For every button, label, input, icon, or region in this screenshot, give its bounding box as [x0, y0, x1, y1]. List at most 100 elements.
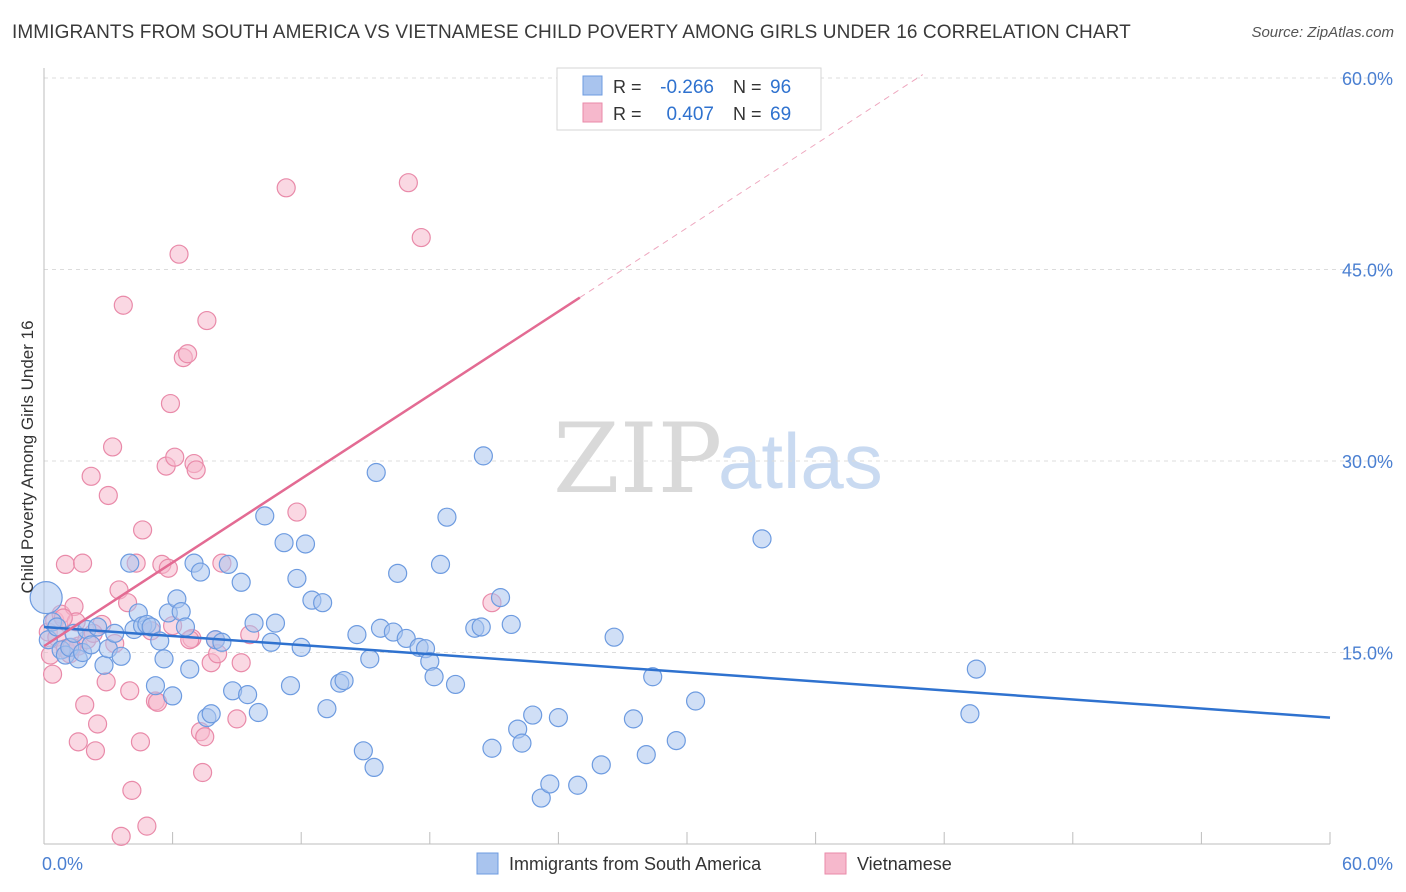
vietnamese-point: [120, 681, 140, 701]
vietnamese-point: [398, 173, 418, 193]
vietnamese-point: [287, 502, 307, 522]
stats-legend: R = -0.266 N = 96 R = 0.407 N = 69: [556, 67, 822, 131]
stats-n-label-pink: N =: [733, 104, 762, 124]
south-america-point: [347, 625, 367, 645]
stats-n-value-blue: 96: [770, 77, 791, 98]
vietnamese-point: [231, 653, 251, 673]
vietnamese-point: [113, 295, 133, 315]
south-america-point: [248, 702, 268, 723]
vietnamese-point: [85, 741, 106, 761]
stats-n-value-pink: 69: [770, 104, 791, 125]
y-tick-label: 15.0%: [1342, 644, 1393, 664]
vietnamese-point: [98, 485, 118, 506]
south-america-point: [244, 613, 264, 633]
south-america-point: [388, 563, 408, 583]
grid-lines: [44, 77, 1395, 653]
stats-r-label-pink: R =: [613, 104, 642, 124]
south-america-point: [591, 755, 611, 775]
vietnamese-point: [137, 816, 157, 836]
south-america-point: [966, 659, 986, 679]
vietnamese-point: [411, 227, 431, 248]
south-america-point: [666, 730, 686, 751]
vietnamese-point: [193, 762, 213, 783]
stats-r-value-pink: 0.407: [666, 104, 714, 125]
vietnamese-point: [276, 178, 296, 198]
south-america-point: [540, 774, 560, 794]
vietnamese-point: [96, 672, 116, 692]
vietnamese-point: [165, 447, 185, 467]
south-america-point: [313, 593, 333, 613]
vietnamese-point: [87, 714, 108, 734]
south-america-point: [366, 462, 386, 483]
watermark: ZIP atlas: [553, 403, 883, 515]
vietnamese-point: [55, 554, 76, 575]
y-axis-label: Child Poverty Among Girls Under 16: [18, 320, 37, 593]
south-america-point: [360, 649, 380, 669]
chart-source: Source: ZipAtlas.com: [1251, 24, 1394, 41]
south-america-point: [445, 674, 466, 695]
legend-swatch-vietnamese: [824, 852, 847, 875]
x-tick-label-max: 60.0%: [1342, 854, 1393, 874]
south-america-point: [280, 676, 301, 696]
south-america-point: [353, 741, 373, 761]
vietnamese-point: [227, 709, 247, 729]
trend-lines: [43, 74, 1331, 719]
vietnamese-point: [122, 780, 142, 800]
south-america-point: [424, 667, 444, 687]
south-america-point: [643, 667, 663, 687]
vietnamese-point: [75, 695, 95, 715]
south-america-point: [190, 562, 211, 582]
y-tick-label: 30.0%: [1342, 452, 1393, 472]
x-tick-label-min: 0.0%: [42, 854, 83, 874]
south-america-trend-line: [43, 625, 1331, 719]
south-america-point: [218, 554, 238, 575]
south-america-point: [81, 635, 101, 655]
south-america-point: [141, 617, 161, 637]
south-america-point: [163, 686, 183, 706]
vietnamese-point: [169, 244, 189, 264]
south-america-point: [430, 554, 451, 575]
south-america-point: [531, 788, 551, 808]
legend-label-south-america: Immigrants from South America: [509, 854, 762, 874]
south-america-point: [752, 529, 772, 549]
south-america-point: [29, 581, 63, 615]
south-america-point: [238, 685, 258, 705]
vietnamese-point: [72, 553, 93, 573]
south-america-point: [685, 691, 706, 711]
watermark-zip: ZIP: [553, 403, 722, 515]
vietnamese-point: [195, 727, 215, 747]
south-america-point: [291, 637, 311, 657]
south-america-point: [623, 709, 644, 729]
south-america-point: [212, 632, 232, 652]
south-america-point: [636, 745, 656, 765]
stats-legend-swatch-blue: [582, 75, 603, 96]
vietnamese-point: [186, 460, 206, 480]
south-america-point: [201, 704, 221, 724]
south-america-point: [604, 627, 624, 647]
south-america-point: [501, 614, 521, 635]
south-america-point: [548, 708, 569, 728]
south-america-point: [471, 617, 491, 637]
south-america-point: [334, 670, 354, 691]
south-america-point: [111, 646, 131, 666]
vietnamese-point: [42, 664, 63, 684]
y-tick-label: 45.0%: [1342, 261, 1393, 281]
south-america-point: [154, 649, 174, 669]
south-america-point: [87, 617, 108, 637]
chart-title: IMMIGRANTS FROM SOUTH AMERICA VS VIETNAM…: [12, 22, 1131, 43]
south-america-point: [274, 533, 294, 553]
vietnamese-point: [197, 310, 217, 331]
vietnamese-point: [68, 732, 88, 752]
south-america-point: [145, 676, 166, 696]
south-america-point: [295, 534, 316, 554]
stats-r-value-blue: -0.266: [660, 77, 714, 98]
south-america-point: [473, 446, 493, 466]
south-america-point: [175, 617, 196, 637]
south-america-point: [255, 506, 275, 526]
south-america-point: [437, 507, 457, 527]
south-america-point: [265, 613, 286, 633]
south-america-point: [482, 738, 502, 758]
vietnamese-point: [178, 344, 198, 364]
bottom-legend: Immigrants from South America Vietnamese: [476, 852, 952, 875]
